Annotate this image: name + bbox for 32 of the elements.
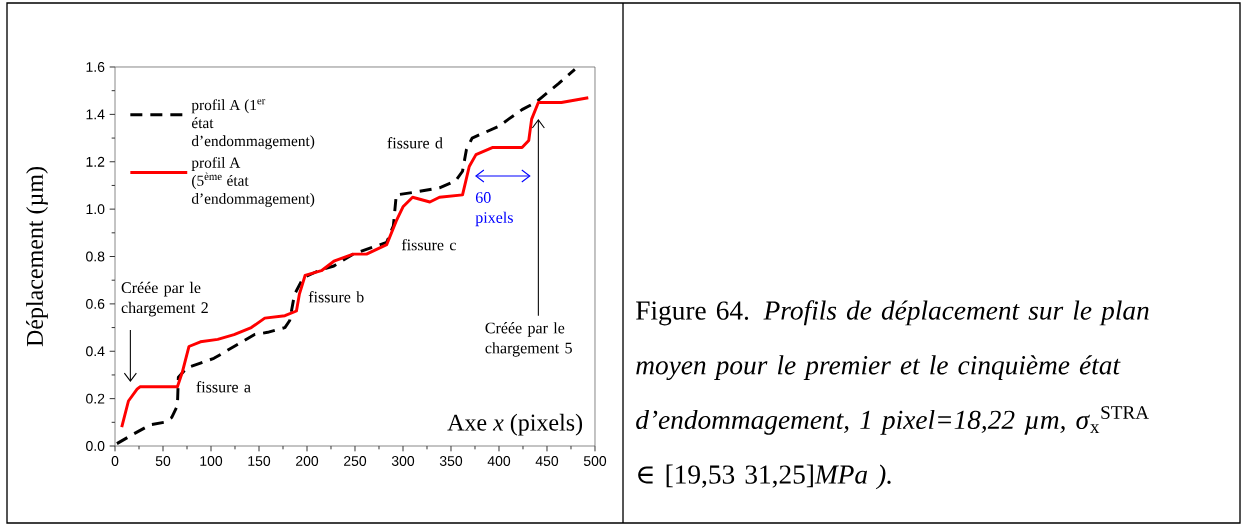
y-tick-label: 1.0 — [86, 204, 105, 215]
y-tick-label: 1.6 — [86, 62, 105, 72]
y-tick-label: 0.6 — [86, 298, 105, 309]
annotation: fissure a — [196, 381, 251, 393]
legend-label: profil A (5$^{ème}$ état d’endommagement) — [191, 156, 315, 207]
x-tick-label: 0 — [111, 456, 119, 466]
x-tick-label: 300 — [391, 456, 415, 466]
annotation: fissure d — [387, 137, 443, 149]
y-tick-label: 0.2 — [86, 393, 105, 404]
x-axis-title: Axe x (pixels) — [447, 413, 583, 436]
y-axis-title: Déplacement (µm) — [26, 167, 48, 347]
x-tick-label: 400 — [487, 456, 511, 466]
y-tick-label: 1.2 — [86, 156, 105, 167]
x-tick-label: 250 — [344, 456, 367, 466]
x-tick-label: 450 — [535, 456, 559, 466]
annotation: Créée par le chargement 5 — [485, 322, 572, 357]
x-tick-label: 100 — [200, 456, 223, 466]
y-tick-label: 1.4 — [86, 109, 105, 120]
annotation: Créée par le chargement 2 — [121, 281, 208, 317]
y-tick-label: 0.0 — [86, 441, 105, 451]
annotation: fissure b — [308, 291, 364, 303]
x-tick-label: 50 — [155, 456, 171, 466]
annotation: 60 pixels — [475, 192, 513, 227]
text: Figure 64. Profils de déplacement sur le plan moyen pour le premier et le cinquième état d’endommagement, 1 pixel=18,22 µm, σ$_{x}$STRA ∈ [19,53 31,25]MPa ). — [636, 300, 1149, 490]
annotation: fissure c — [401, 238, 456, 251]
x-tick-label: 350 — [439, 456, 463, 466]
x-tick-label: 200 — [296, 456, 319, 466]
text: profil A (1$^{er}$ état d’endommagement) — [191, 99, 315, 150]
y-tick-label: 0.4 — [86, 346, 105, 357]
x-tick-label: 500 — [583, 456, 607, 466]
x-tick-label: 150 — [248, 456, 271, 466]
y-tick-label: 0.8 — [86, 251, 105, 262]
